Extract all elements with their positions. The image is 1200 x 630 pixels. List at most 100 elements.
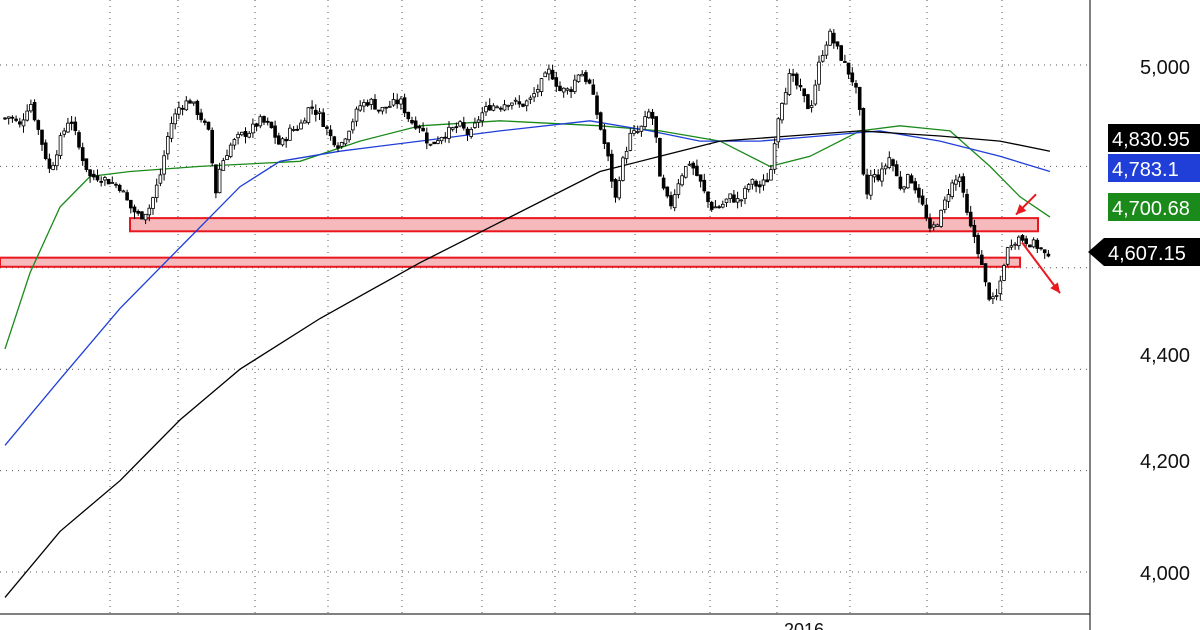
candle-down <box>284 138 288 142</box>
arrow-head <box>1016 204 1027 215</box>
candle-up <box>994 294 999 297</box>
candle-down <box>1028 244 1032 248</box>
candle-down <box>569 89 573 92</box>
candle-up <box>51 164 55 170</box>
candle-up <box>469 129 473 137</box>
candle-down <box>976 234 980 255</box>
candle-down <box>332 136 337 146</box>
candle-down <box>521 103 525 107</box>
candle-up <box>158 174 163 184</box>
candle-up <box>813 84 818 105</box>
candle-up <box>643 116 647 127</box>
candle-down <box>613 179 618 198</box>
candle-up <box>761 179 766 186</box>
candle-up <box>617 180 621 199</box>
candle-down <box>69 121 74 124</box>
candle-up <box>957 176 962 183</box>
candle-up <box>439 137 444 142</box>
candle-down <box>909 175 914 184</box>
candle-down <box>706 191 710 203</box>
resistance-zone <box>129 217 1039 233</box>
candle-down <box>591 84 596 95</box>
candle-down <box>199 112 203 121</box>
candle-up <box>358 105 362 111</box>
candle-up <box>288 127 292 141</box>
candle-down <box>806 94 810 110</box>
candle-down <box>968 211 973 227</box>
candle-down <box>924 204 929 219</box>
candle-down <box>702 179 707 192</box>
candle-down <box>894 164 899 177</box>
candle-down <box>99 180 104 183</box>
candle-down <box>92 173 96 178</box>
candle-up <box>143 213 148 221</box>
candle-down <box>3 117 7 120</box>
y-tick-label: 5,000 <box>1140 57 1190 79</box>
candle-up <box>946 194 951 202</box>
candle-up <box>950 182 954 198</box>
candle-down <box>84 158 89 170</box>
candle-up <box>935 224 940 227</box>
candle-up <box>824 44 829 56</box>
candle-down <box>732 194 736 203</box>
candle-up <box>547 68 551 75</box>
candle-down <box>325 126 329 129</box>
candle-down <box>132 206 137 213</box>
sma100-tag-label: 4,783.1 <box>1112 159 1179 181</box>
candle-down <box>1039 247 1043 250</box>
candle-up <box>561 87 566 93</box>
candle-down <box>424 132 429 144</box>
candle-up <box>783 92 788 105</box>
y-tick-label: 4,400 <box>1140 345 1190 367</box>
candle-down <box>791 73 795 76</box>
candle-down <box>802 88 806 97</box>
candle-down <box>961 176 966 193</box>
candle-down <box>1046 253 1051 257</box>
candle-down <box>432 141 436 145</box>
candle-down <box>1024 238 1029 245</box>
candle-down <box>413 120 418 129</box>
candle-down <box>265 120 270 123</box>
candle-up <box>428 143 433 146</box>
candle-down <box>658 137 662 177</box>
candle-down <box>857 86 862 110</box>
candle-up <box>943 199 947 211</box>
candle-up <box>828 30 832 46</box>
candle-down <box>665 186 670 197</box>
last-price-tag-label: 4,607.15 <box>1108 243 1186 265</box>
candle-down <box>461 122 466 129</box>
candle-up <box>343 138 348 145</box>
candle-down <box>983 263 988 283</box>
candle-up <box>684 166 688 178</box>
candle-down <box>795 73 799 86</box>
candle-up <box>151 197 155 209</box>
candle-up <box>872 174 877 178</box>
candle-down <box>421 127 425 132</box>
candle-up <box>436 140 440 144</box>
candle-down <box>465 128 470 135</box>
candle-up <box>880 168 884 182</box>
candle-up <box>399 98 403 105</box>
candle-down <box>77 132 81 148</box>
candle-up <box>728 193 732 200</box>
candle-down <box>554 77 559 87</box>
candle-up <box>169 122 174 139</box>
candle-up <box>495 106 499 109</box>
candle-down <box>10 116 15 119</box>
candle-down <box>987 282 991 300</box>
candle-down <box>835 41 840 47</box>
candle-up <box>236 133 240 139</box>
candle-down <box>487 104 492 111</box>
price-candles <box>3 28 1051 304</box>
grid-lines <box>0 0 1090 614</box>
candle-up <box>121 190 126 193</box>
candle-down <box>550 69 555 80</box>
candle-down <box>321 112 325 127</box>
candle-down <box>73 121 78 132</box>
candle-up <box>883 165 888 170</box>
candle-down <box>410 119 414 124</box>
candle-down <box>839 45 843 61</box>
candle-up <box>6 116 11 119</box>
candle-up <box>110 182 115 184</box>
candle-up <box>62 130 66 135</box>
